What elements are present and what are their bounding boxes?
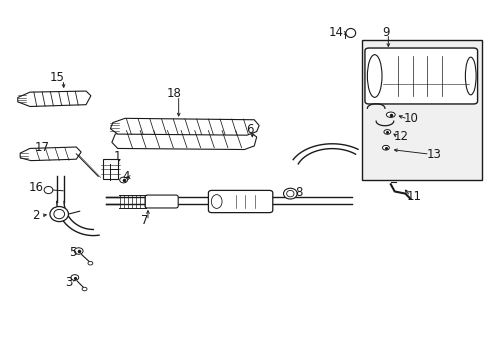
Ellipse shape — [54, 210, 64, 219]
Ellipse shape — [382, 145, 388, 150]
Bar — [361, 40, 482, 180]
Text: 1: 1 — [114, 150, 121, 163]
Text: 15: 15 — [49, 71, 64, 84]
Text: 2: 2 — [33, 210, 40, 222]
Text: 10: 10 — [403, 112, 418, 125]
Ellipse shape — [82, 287, 87, 291]
Ellipse shape — [283, 188, 297, 199]
Bar — [103, 159, 118, 179]
Text: 11: 11 — [406, 190, 421, 203]
Ellipse shape — [366, 55, 381, 97]
Ellipse shape — [286, 190, 293, 197]
FancyBboxPatch shape — [145, 195, 178, 208]
Text: 18: 18 — [166, 87, 181, 100]
Text: 5: 5 — [69, 246, 77, 259]
Ellipse shape — [345, 28, 355, 37]
Ellipse shape — [211, 195, 222, 208]
Ellipse shape — [465, 57, 475, 95]
Text: 14: 14 — [328, 26, 343, 39]
Text: 8: 8 — [295, 186, 302, 199]
Polygon shape — [112, 130, 256, 149]
Text: 9: 9 — [382, 26, 389, 39]
Ellipse shape — [74, 248, 83, 254]
Ellipse shape — [383, 130, 390, 134]
Text: 3: 3 — [65, 276, 73, 289]
Ellipse shape — [120, 177, 127, 183]
Polygon shape — [18, 91, 91, 107]
Text: 16: 16 — [28, 181, 43, 194]
Text: 13: 13 — [426, 148, 440, 161]
FancyBboxPatch shape — [208, 190, 272, 213]
Polygon shape — [20, 147, 81, 161]
Ellipse shape — [88, 261, 93, 265]
Ellipse shape — [386, 112, 394, 117]
Text: 4: 4 — [122, 170, 130, 183]
Text: 6: 6 — [245, 123, 253, 136]
Text: 12: 12 — [393, 130, 408, 144]
Ellipse shape — [50, 207, 68, 222]
Ellipse shape — [44, 186, 53, 194]
Ellipse shape — [71, 275, 79, 280]
Polygon shape — [110, 118, 259, 135]
FancyBboxPatch shape — [364, 48, 477, 104]
Text: 7: 7 — [141, 214, 148, 227]
Text: 17: 17 — [35, 141, 50, 154]
